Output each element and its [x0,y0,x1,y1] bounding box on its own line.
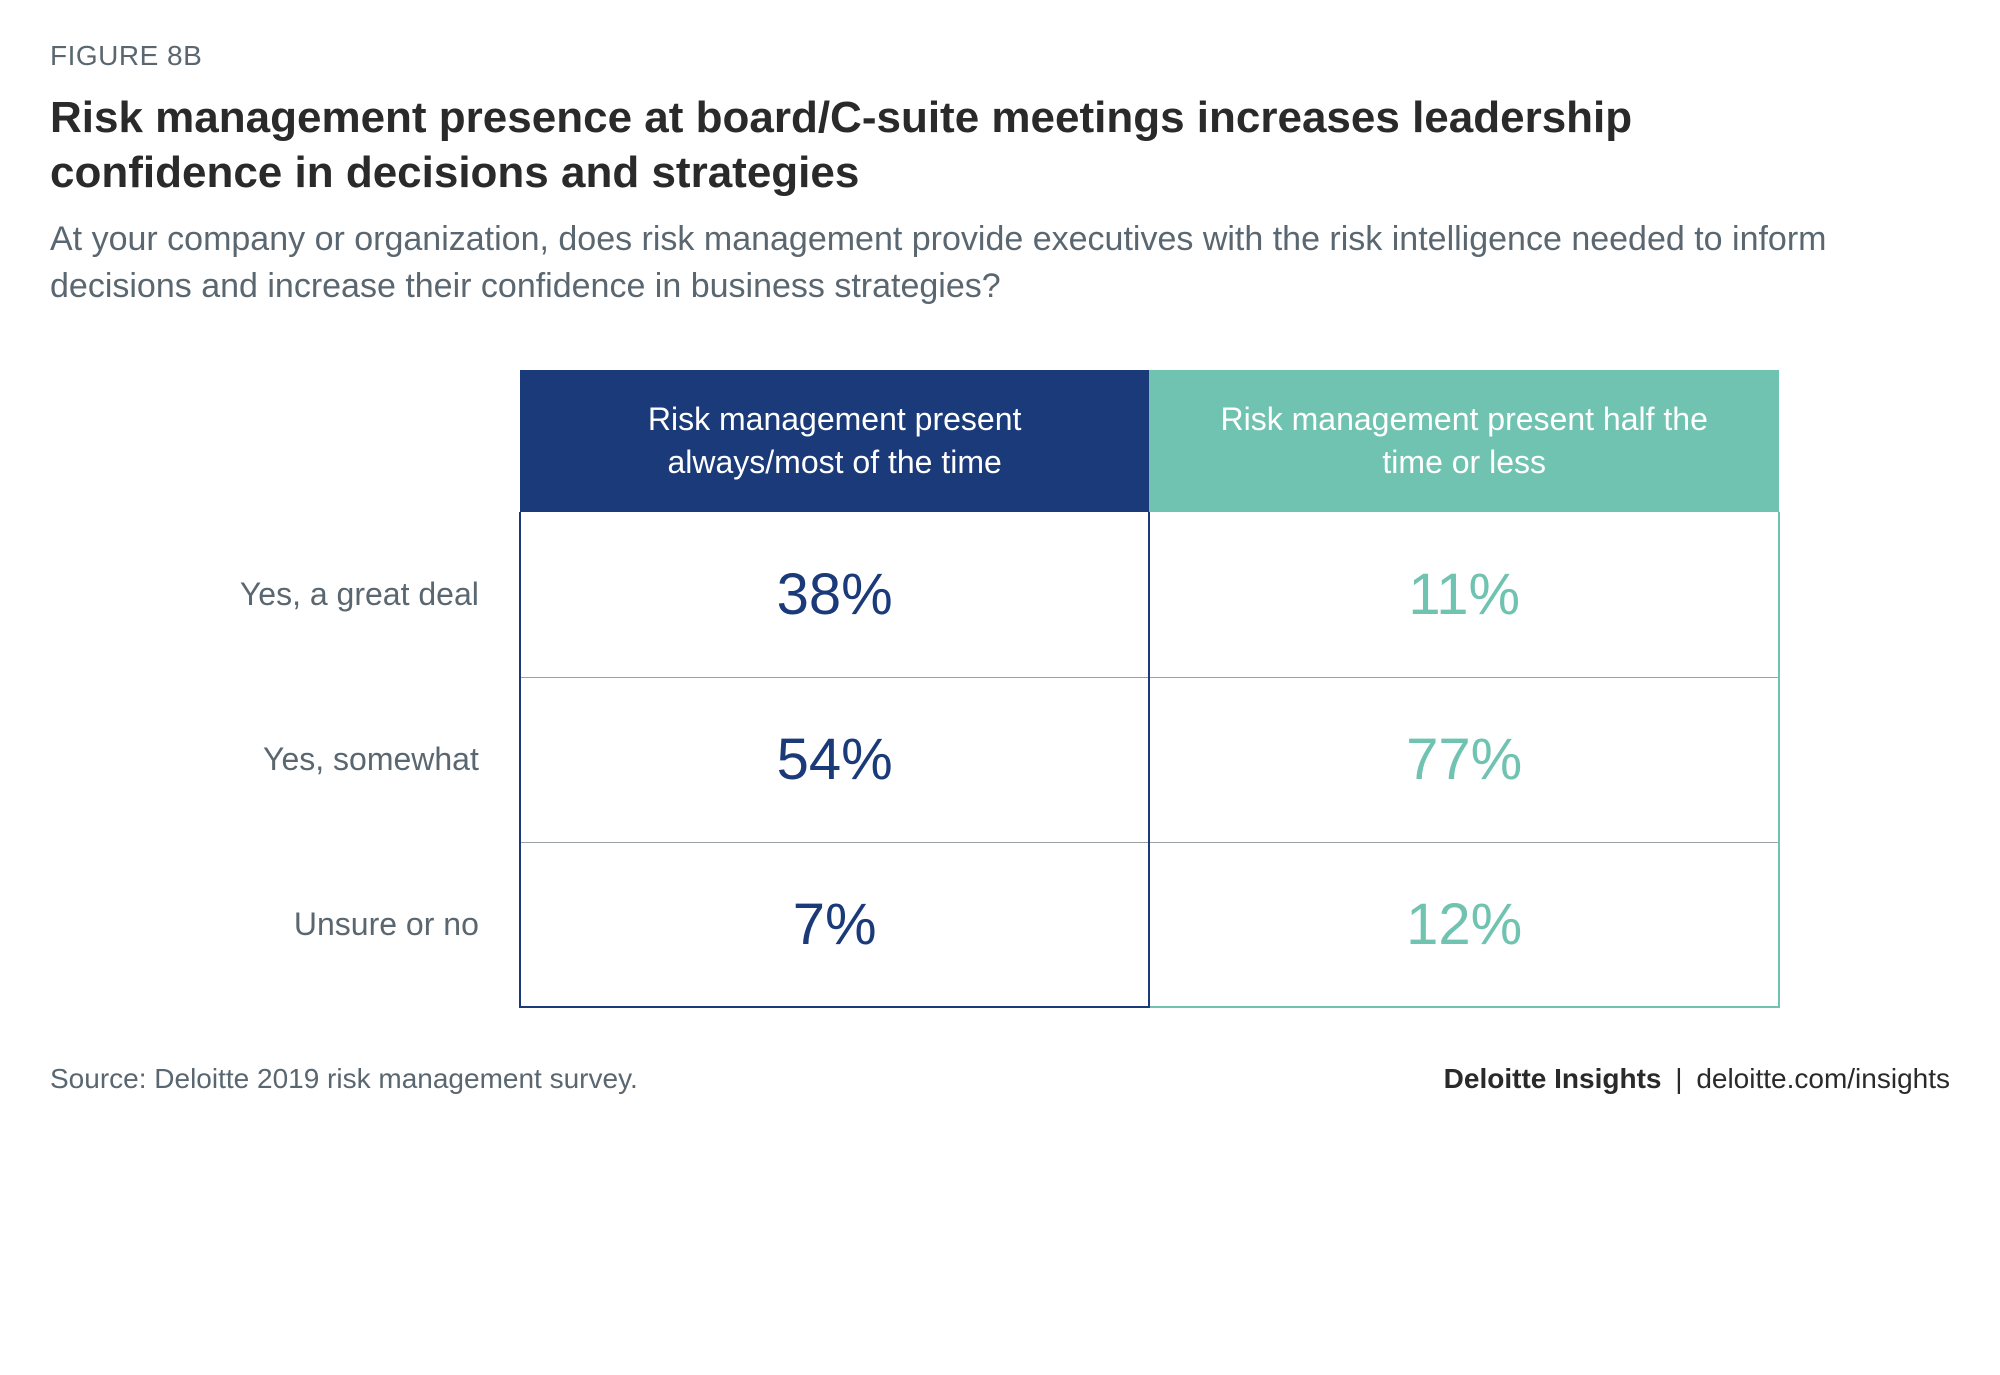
cell-1-0: 54% [520,677,1150,842]
brand-url: deloitte.com/insights [1696,1063,1950,1094]
chart-subtitle: At your company or organization, does ri… [50,216,1900,310]
column-header-1: Risk management present half the time or… [1149,370,1779,512]
brand-name: Deloitte Insights [1444,1063,1662,1094]
brand-attribution: Deloitte Insights | deloitte.com/insight… [1444,1063,1950,1095]
table-row: Yes, a great deal 38% 11% [220,512,1779,677]
table-row: Unsure or no 7% 12% [220,842,1779,1007]
cell-0-0: 38% [520,512,1150,677]
table-header-row: Risk management present always/most of t… [220,370,1779,512]
cell-2-1: 12% [1149,842,1779,1007]
corner-cell [220,370,520,512]
column-header-0: Risk management present always/most of t… [520,370,1150,512]
row-label-1: Yes, somewhat [220,677,520,842]
cell-2-0: 7% [520,842,1150,1007]
table-row: Yes, somewhat 54% 77% [220,677,1779,842]
figure-label: FIGURE 8B [50,40,1950,72]
footer: Source: Deloitte 2019 risk management su… [50,1063,1950,1095]
table-container: Risk management present always/most of t… [50,370,1950,1008]
chart-title: Risk management presence at board/C-suit… [50,90,1800,200]
row-label-2: Unsure or no [220,842,520,1007]
row-label-0: Yes, a great deal [220,512,520,677]
cell-0-1: 11% [1149,512,1779,677]
data-table: Risk management present always/most of t… [220,370,1780,1008]
source-text: Source: Deloitte 2019 risk management su… [50,1063,638,1095]
brand-separator: | [1675,1063,1682,1094]
cell-1-1: 77% [1149,677,1779,842]
